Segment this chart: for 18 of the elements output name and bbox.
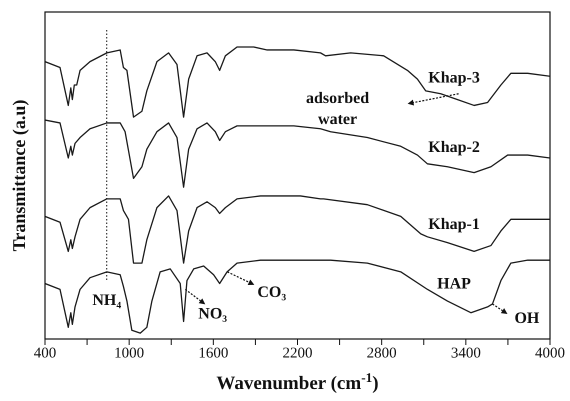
series-label: HAP [437, 275, 472, 292]
series-label: Khap-3 [428, 69, 480, 86]
y-axis-title: Transmittance (a.u) [9, 100, 29, 252]
series-label: Khap-1 [428, 216, 480, 233]
x-tick-label: 1000 [114, 346, 144, 362]
x-tick-label: 400 [34, 346, 56, 362]
annotation: OH [514, 310, 540, 327]
series-label: Khap-2 [428, 139, 480, 156]
ref-line-label: NH₄ [92, 292, 122, 309]
annotation: adsorbed water [306, 90, 370, 128]
x-tick-label: 2200 [282, 346, 312, 362]
annotation: CO₃ [257, 284, 286, 301]
x-tick-label: 3400 [450, 346, 481, 362]
x-tick-label: 1600 [198, 346, 228, 362]
x-tick-label: 2800 [366, 346, 397, 362]
annotation: NO₃ [198, 305, 228, 322]
x-tick-label: 4000 [535, 346, 565, 362]
x-axis-title: Wavenumber (cm$^{-1}$) [216, 370, 379, 394]
